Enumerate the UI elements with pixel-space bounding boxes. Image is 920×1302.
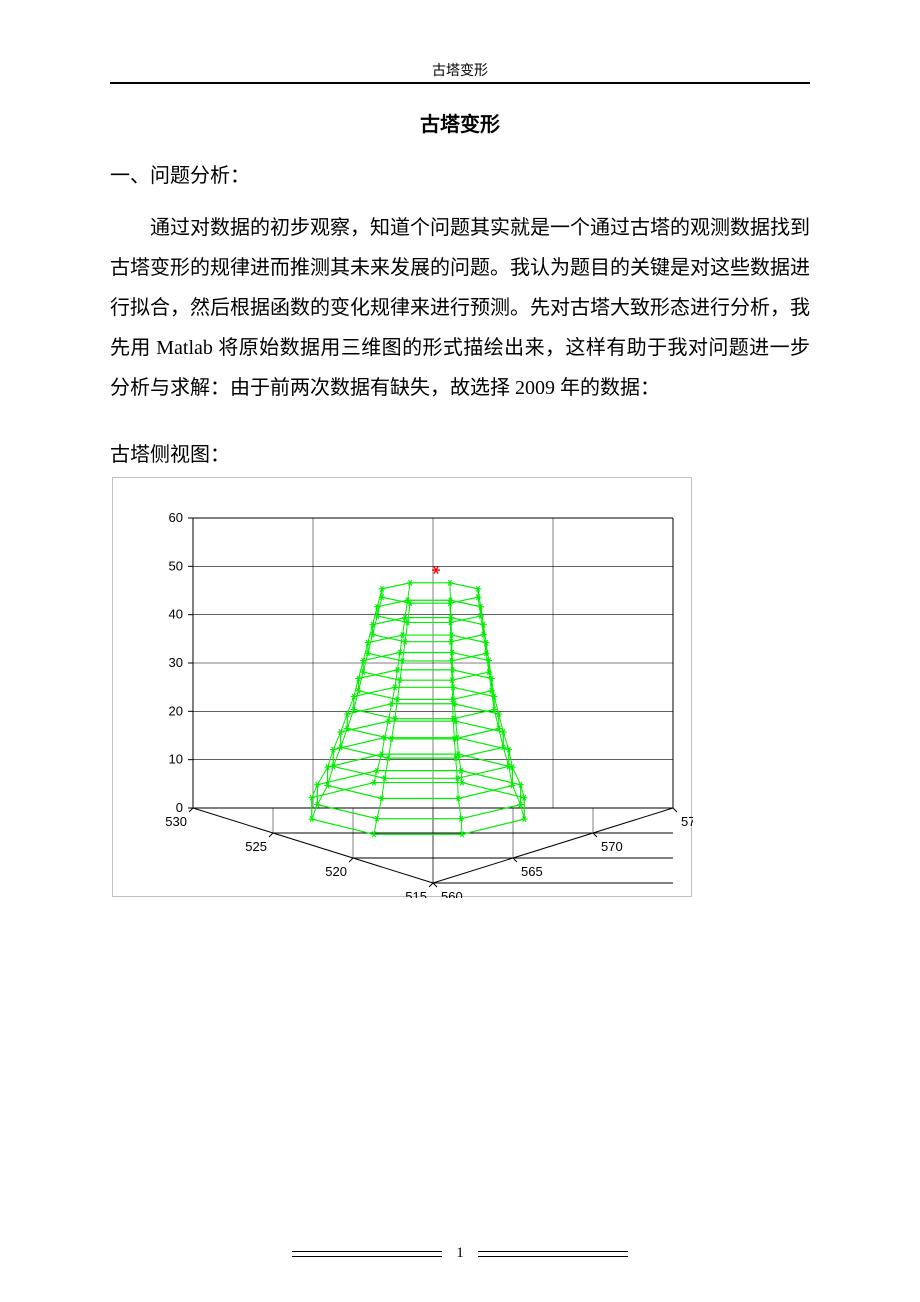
svg-text:10: 10 bbox=[169, 752, 183, 767]
figure-3d-plot: 0 10 20 30 40 50 60 530 525 520 515 560 565 570 575 bbox=[112, 477, 692, 897]
section-heading-1: 一、问题分析： bbox=[110, 159, 810, 188]
svg-text:575: 575 bbox=[681, 814, 693, 829]
plot-svg: 0 10 20 30 40 50 60 530 525 520 515 560 565 570 575 bbox=[113, 478, 693, 898]
running-header: 古塔变形 bbox=[110, 60, 810, 80]
svg-text:515: 515 bbox=[405, 889, 427, 898]
footer-rule-right bbox=[478, 1251, 628, 1257]
svg-text:40: 40 bbox=[169, 607, 183, 622]
svg-text:560: 560 bbox=[441, 889, 463, 898]
header-rule bbox=[110, 82, 810, 84]
page-title: 古塔变形 bbox=[110, 108, 810, 137]
footer-rule-left bbox=[292, 1251, 442, 1257]
page-footer: 1 bbox=[0, 1239, 920, 1263]
svg-text:20: 20 bbox=[169, 703, 183, 718]
svg-text:525: 525 bbox=[245, 839, 267, 854]
page-number: 1 bbox=[456, 1245, 464, 1262]
svg-text:30: 30 bbox=[169, 655, 183, 670]
body-paragraph-1: 通过对数据的初步观察，知道个问题其实就是一个通过古塔的观测数据找到古塔变形的规律… bbox=[110, 208, 810, 408]
page-container: 古塔变形 古塔变形 一、问题分析： 通过对数据的初步观察，知道个问题其实就是一个… bbox=[0, 0, 920, 1302]
svg-text:570: 570 bbox=[601, 839, 623, 854]
svg-text:520: 520 bbox=[325, 864, 347, 879]
svg-text:50: 50 bbox=[169, 558, 183, 573]
figure-caption: 古塔侧视图： bbox=[110, 438, 810, 467]
svg-text:530: 530 bbox=[165, 814, 187, 829]
svg-text:565: 565 bbox=[521, 864, 543, 879]
svg-text:60: 60 bbox=[169, 510, 183, 525]
svg-text:0: 0 bbox=[176, 800, 183, 815]
